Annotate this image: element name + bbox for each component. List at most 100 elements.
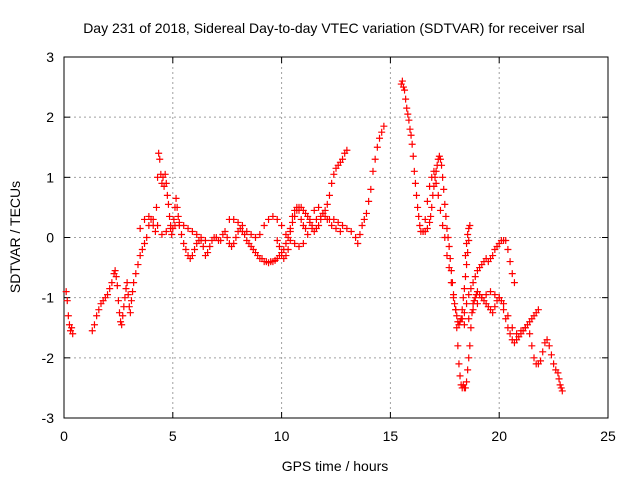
data-point bbox=[486, 288, 494, 296]
data-point bbox=[539, 348, 547, 356]
data-point bbox=[88, 327, 96, 335]
data-point bbox=[376, 134, 384, 142]
data-point bbox=[517, 327, 525, 335]
y-tick-label: 0 bbox=[46, 230, 54, 246]
data-point bbox=[555, 375, 563, 383]
y-tick-labels: -3 -2 -1 0 1 2 3 bbox=[42, 49, 55, 426]
data-point bbox=[470, 297, 478, 305]
data-point bbox=[170, 215, 178, 223]
data-point bbox=[436, 206, 444, 214]
data-point bbox=[134, 261, 142, 269]
data-point bbox=[500, 306, 508, 314]
data-point bbox=[130, 279, 138, 287]
data-point bbox=[358, 221, 366, 229]
data-point bbox=[465, 354, 473, 362]
data-point bbox=[414, 203, 422, 211]
x-tick-label: 15 bbox=[383, 428, 399, 444]
data-point bbox=[193, 230, 201, 238]
data-point bbox=[174, 212, 182, 220]
data-point bbox=[441, 200, 449, 208]
data-point bbox=[111, 267, 119, 275]
data-point bbox=[435, 152, 443, 160]
data-point bbox=[129, 288, 137, 296]
data-point bbox=[163, 191, 171, 199]
data-point bbox=[461, 273, 469, 281]
data-point bbox=[256, 230, 264, 238]
data-point bbox=[206, 243, 214, 251]
data-point bbox=[465, 315, 473, 323]
data-point bbox=[336, 227, 344, 235]
data-point bbox=[443, 252, 451, 260]
data-point bbox=[172, 194, 180, 202]
data-point bbox=[545, 342, 553, 350]
data-point bbox=[380, 122, 388, 130]
data-point bbox=[328, 179, 336, 187]
data-point bbox=[445, 264, 453, 272]
data-point bbox=[339, 155, 347, 163]
data-point bbox=[530, 354, 538, 362]
data-point bbox=[201, 237, 209, 245]
data-point bbox=[308, 221, 316, 229]
data-point bbox=[104, 291, 112, 299]
data-point bbox=[471, 294, 479, 302]
data-point bbox=[465, 237, 473, 245]
data-point bbox=[295, 243, 303, 251]
data-point bbox=[260, 221, 268, 229]
data-point bbox=[438, 161, 446, 169]
data-point bbox=[168, 230, 176, 238]
data-point bbox=[439, 173, 447, 181]
data-point bbox=[121, 294, 129, 302]
data-point bbox=[411, 179, 419, 187]
data-point bbox=[413, 191, 421, 199]
x-tick-label: 5 bbox=[169, 428, 177, 444]
data-point bbox=[464, 366, 472, 374]
data-point bbox=[141, 215, 149, 223]
data-point bbox=[534, 306, 542, 314]
data-point bbox=[68, 324, 76, 332]
data-point bbox=[243, 227, 251, 235]
data-point bbox=[410, 167, 418, 175]
data-point bbox=[416, 221, 424, 229]
data-point bbox=[175, 218, 183, 226]
data-point bbox=[232, 234, 240, 241]
data-point bbox=[112, 273, 120, 281]
data-point bbox=[230, 240, 238, 248]
data-point bbox=[171, 221, 179, 229]
data-point bbox=[282, 252, 290, 260]
data-point bbox=[367, 185, 375, 193]
data-point bbox=[127, 297, 135, 305]
data-point bbox=[508, 324, 516, 332]
data-point bbox=[451, 300, 459, 308]
data-point bbox=[251, 234, 259, 241]
data-point bbox=[543, 336, 551, 344]
data-point bbox=[465, 224, 473, 232]
y-axis-label: SDTVAR / TECUs bbox=[7, 181, 23, 293]
data-point bbox=[155, 149, 163, 157]
data-point bbox=[118, 321, 126, 329]
data-point bbox=[315, 221, 323, 229]
data-point bbox=[491, 291, 499, 299]
data-point bbox=[453, 312, 461, 320]
data-point bbox=[180, 240, 188, 248]
data-point bbox=[408, 140, 416, 148]
data-point bbox=[508, 270, 516, 278]
data-point bbox=[428, 173, 436, 181]
data-point bbox=[173, 203, 181, 211]
data-point bbox=[427, 212, 435, 220]
data-point bbox=[504, 246, 512, 254]
data-point bbox=[491, 303, 499, 311]
data-series-rsal bbox=[62, 77, 566, 395]
data-point bbox=[151, 227, 159, 235]
data-point bbox=[460, 321, 468, 329]
data-point bbox=[419, 227, 427, 235]
data-point bbox=[347, 227, 355, 235]
data-point bbox=[162, 179, 170, 187]
data-point bbox=[284, 246, 292, 254]
data-point bbox=[521, 324, 529, 332]
data-point bbox=[406, 125, 414, 133]
data-point bbox=[275, 243, 283, 251]
data-point bbox=[269, 212, 277, 220]
data-point bbox=[454, 342, 462, 350]
data-point bbox=[108, 279, 116, 287]
